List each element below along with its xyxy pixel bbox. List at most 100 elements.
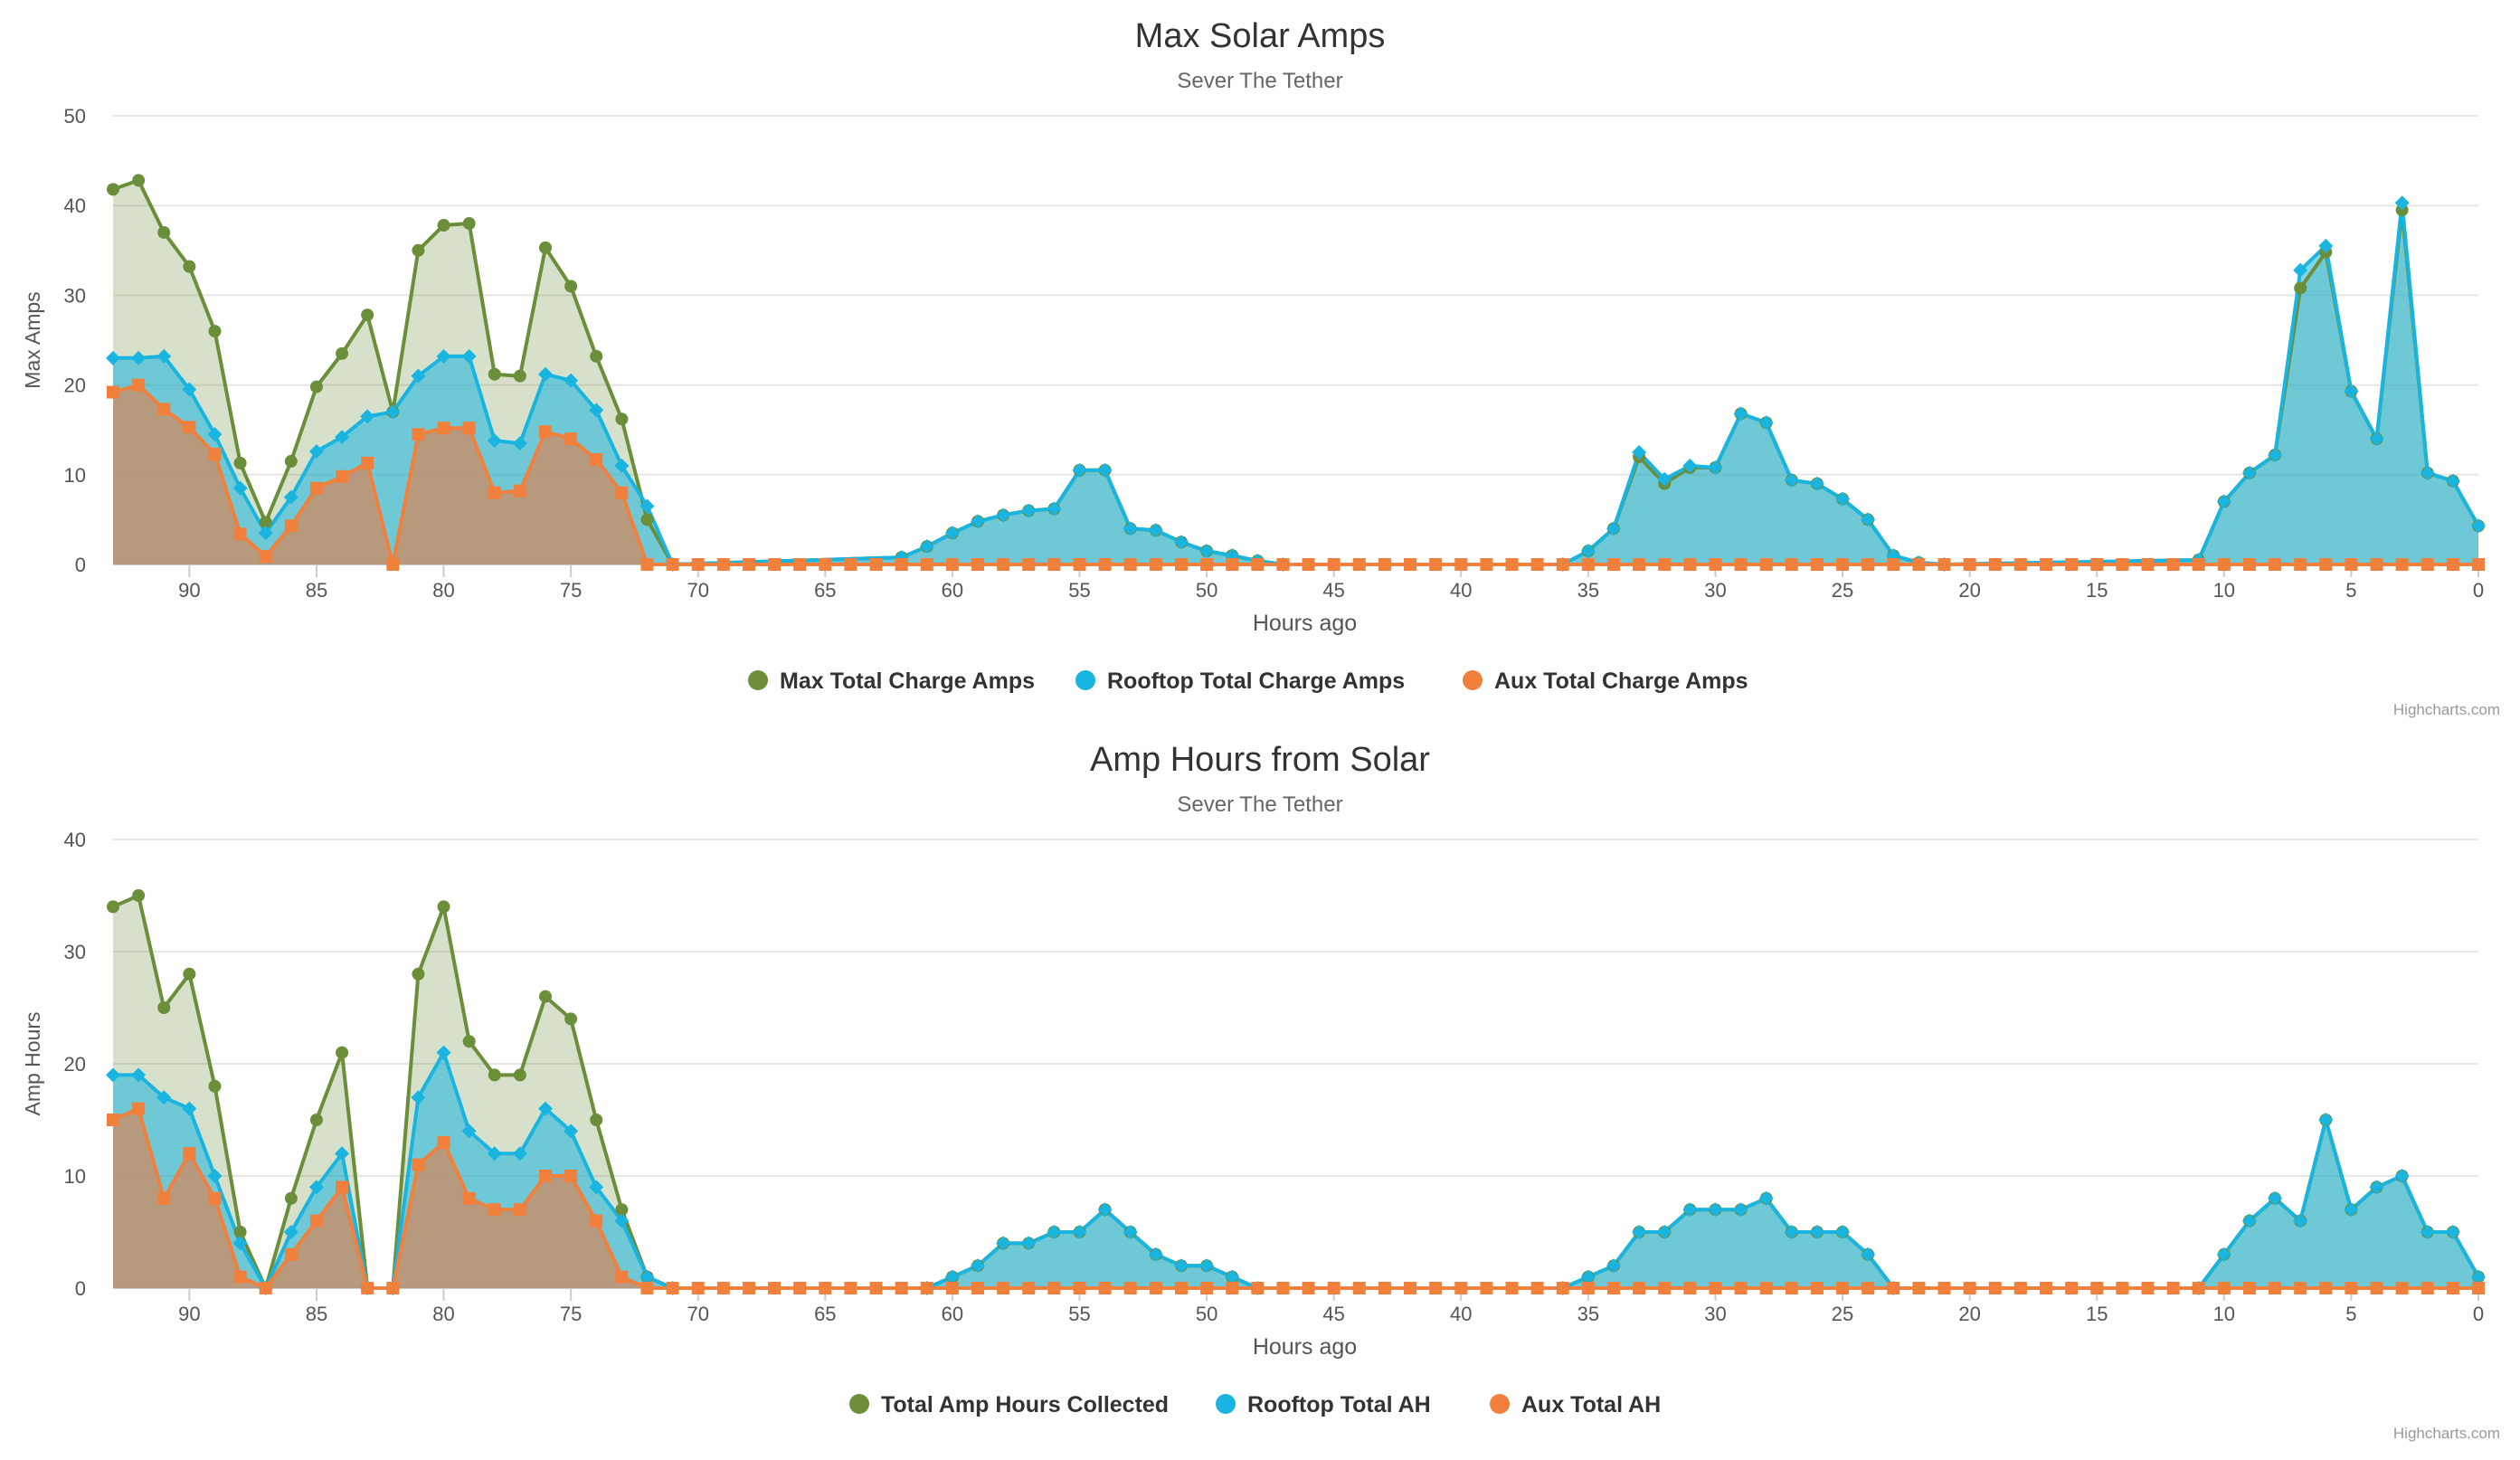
data-point[interactable]: [1734, 558, 1748, 571]
data-point[interactable]: [1606, 1282, 1620, 1294]
data-point[interactable]: [640, 558, 654, 571]
data-point[interactable]: [308, 1180, 324, 1195]
data-point[interactable]: [1759, 558, 1773, 571]
data-point[interactable]: [207, 427, 223, 442]
data-point[interactable]: [233, 1270, 247, 1284]
data-point[interactable]: [2039, 1282, 2052, 1294]
data-point[interactable]: [2395, 1282, 2409, 1294]
data-point[interactable]: [1963, 558, 1976, 571]
data-point[interactable]: [1861, 1247, 1876, 1262]
data-point[interactable]: [971, 558, 985, 571]
data-point[interactable]: [1327, 1282, 1341, 1294]
data-point[interactable]: [590, 1114, 603, 1126]
data-point[interactable]: [1633, 1282, 1646, 1294]
data-point[interactable]: [2039, 558, 2052, 571]
data-point[interactable]: [1988, 558, 2002, 571]
data-point[interactable]: [2294, 1282, 2307, 1294]
data-point[interactable]: [2445, 1225, 2460, 1239]
data-point[interactable]: [1887, 558, 1900, 571]
data-point[interactable]: [1454, 558, 1468, 571]
data-point[interactable]: [183, 421, 196, 434]
data-point[interactable]: [1632, 1225, 1647, 1239]
data-point[interactable]: [1708, 1202, 1723, 1218]
data-point[interactable]: [2141, 558, 2155, 571]
data-point[interactable]: [1123, 1225, 1138, 1239]
data-point[interactable]: [666, 1282, 679, 1294]
data-point[interactable]: [691, 1282, 705, 1294]
legend-item[interactable]: Max Total Charge Amps: [748, 668, 1035, 694]
data-point[interactable]: [259, 1282, 272, 1294]
data-point[interactable]: [1556, 558, 1569, 571]
data-point[interactable]: [1429, 558, 1443, 571]
data-point[interactable]: [1937, 558, 1951, 571]
data-point[interactable]: [2269, 558, 2282, 571]
data-point[interactable]: [1149, 1282, 1162, 1294]
data-point[interactable]: [1148, 1247, 1163, 1262]
data-point[interactable]: [232, 480, 248, 496]
data-point[interactable]: [1173, 1258, 1189, 1274]
data-point[interactable]: [411, 1090, 426, 1105]
data-point[interactable]: [2090, 558, 2104, 571]
data-point[interactable]: [1047, 1225, 1062, 1239]
data-point[interactable]: [716, 558, 730, 571]
data-point[interactable]: [2369, 431, 2384, 447]
data-point[interactable]: [1097, 1202, 1113, 1218]
data-point[interactable]: [1276, 1282, 1290, 1294]
data-point[interactable]: [437, 900, 450, 914]
data-point[interactable]: [1658, 558, 1672, 571]
data-point[interactable]: [2065, 1282, 2079, 1294]
data-point[interactable]: [232, 1236, 248, 1251]
data-point[interactable]: [1123, 521, 1138, 536]
data-point[interactable]: [283, 489, 298, 505]
data-point[interactable]: [1378, 1282, 1391, 1294]
data-point[interactable]: [1862, 1282, 1875, 1294]
data-point[interactable]: [488, 486, 501, 499]
data-point[interactable]: [590, 452, 603, 466]
data-point[interactable]: [208, 1191, 222, 1205]
data-point[interactable]: [1530, 1282, 1544, 1294]
data-point[interactable]: [1785, 558, 1798, 571]
data-point[interactable]: [1072, 1225, 1087, 1239]
data-point[interactable]: [336, 469, 349, 483]
data-point[interactable]: [539, 1170, 553, 1182]
data-point[interactable]: [259, 550, 272, 564]
data-point[interactable]: [2268, 1190, 2283, 1206]
data-point[interactable]: [1709, 1282, 1722, 1294]
data-point[interactable]: [2319, 558, 2333, 571]
data-point[interactable]: [1734, 1282, 1748, 1294]
data-point[interactable]: [1709, 558, 1722, 571]
data-point[interactable]: [1174, 558, 1188, 571]
data-point[interactable]: [131, 1067, 147, 1083]
data-point[interactable]: [2241, 1213, 2257, 1228]
data-point[interactable]: [1251, 558, 1265, 571]
data-point[interactable]: [1809, 476, 1824, 491]
data-point[interactable]: [1302, 1282, 1315, 1294]
data-point[interactable]: [564, 373, 579, 388]
data-point[interactable]: [412, 428, 425, 441]
data-point[interactable]: [1098, 1282, 1112, 1294]
legend-item[interactable]: Aux Total Charge Amps: [1463, 668, 1748, 694]
data-point[interactable]: [945, 1282, 959, 1294]
data-point[interactable]: [1784, 472, 1799, 488]
data-point[interactable]: [615, 412, 629, 426]
data-point[interactable]: [2471, 518, 2486, 534]
data-point[interactable]: [360, 409, 375, 424]
data-point[interactable]: [2090, 1282, 2104, 1294]
data-point[interactable]: [1073, 1282, 1086, 1294]
data-point[interactable]: [132, 174, 146, 187]
data-point[interactable]: [564, 432, 578, 446]
data-point[interactable]: [768, 558, 782, 571]
data-point[interactable]: [2472, 558, 2485, 571]
data-point[interactable]: [2242, 1282, 2256, 1294]
data-point[interactable]: [2141, 1282, 2155, 1294]
data-point[interactable]: [208, 325, 222, 338]
data-point[interactable]: [1378, 558, 1391, 571]
data-point[interactable]: [157, 403, 171, 416]
data-point[interactable]: [1963, 1282, 1976, 1294]
data-point[interactable]: [386, 558, 400, 571]
data-point[interactable]: [2242, 558, 2256, 571]
data-point[interactable]: [1480, 558, 1493, 571]
data-point[interactable]: [2420, 1225, 2435, 1239]
data-point[interactable]: [819, 558, 832, 571]
data-point[interactable]: [1606, 1258, 1621, 1274]
